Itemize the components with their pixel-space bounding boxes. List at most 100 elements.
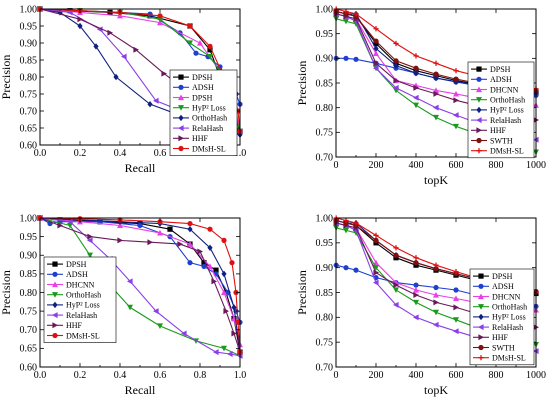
data-point-4-6: [221, 270, 227, 278]
data-point-2-7: [453, 90, 459, 97]
legend-label-7: DMsH-SL: [192, 144, 226, 153]
y-tick-label: 0.60: [20, 362, 38, 373]
legend-marker-5: [52, 312, 58, 319]
data-point-1-3: [147, 11, 153, 17]
data-point-5-4: [127, 278, 133, 285]
plot-area: [37, 6, 243, 138]
y-tick-label: 0.85: [316, 288, 334, 299]
data-point-8-2: [353, 220, 359, 226]
legend-label-7: SWTH: [492, 343, 515, 352]
y-tick-label: 0.75: [316, 128, 334, 139]
data-point-7-9: [235, 319, 241, 325]
x-axis-label: topK: [424, 173, 448, 187]
data-point-5-7: [453, 112, 459, 119]
data-point-7-6: [433, 266, 439, 272]
legend-marker-0: [476, 66, 482, 72]
legend-marker-5: [478, 324, 484, 331]
data-point-6-3: [117, 237, 123, 244]
legend-marker-4: [476, 106, 482, 114]
x-tick-label: 400: [409, 160, 424, 171]
x-tick-label: 200: [369, 370, 384, 381]
data-point-8-6: [433, 262, 439, 268]
y-tick-label: 0.65: [20, 344, 38, 355]
y-tick-label: 0.95: [20, 232, 38, 243]
data-point-3-3: [373, 265, 379, 271]
data-point-1-1: [343, 265, 349, 271]
data-point-5-3: [373, 279, 379, 286]
data-point-7-7: [229, 260, 235, 266]
x-tick-label: 0.2: [74, 148, 87, 159]
data-point-6-5: [413, 291, 419, 298]
y-axis-label: Precision: [0, 55, 13, 100]
data-point-3-4: [393, 287, 399, 294]
y-tick-label: 0.95: [20, 21, 38, 32]
data-point-1-6: [433, 284, 439, 291]
legend-marker-4: [52, 301, 58, 309]
data-point-7-5: [207, 226, 213, 232]
data-point-8-5: [413, 255, 419, 261]
data-point-4-4: [113, 73, 119, 81]
data-point-5-1: [67, 218, 73, 225]
y-tick-label: 0.95: [316, 238, 334, 249]
data-point-3-1: [343, 227, 349, 234]
x-tick-label: 0: [334, 370, 339, 381]
legend-marker-1: [52, 271, 58, 277]
legend-marker-6: [478, 334, 484, 341]
data-point-5-5: [413, 94, 419, 101]
data-point-6-7: [453, 97, 459, 104]
data-point-8-4: [393, 245, 399, 251]
data-point-1-6: [187, 260, 193, 266]
data-point-4-5: [207, 244, 213, 251]
y-tick-label: 0.75: [20, 89, 38, 100]
data-point-1-1: [343, 55, 349, 61]
legend-label-2: DHCNN: [66, 280, 95, 289]
x-tick-label: 0.6: [154, 370, 167, 381]
legend-marker-6: [52, 322, 58, 329]
legend-marker-1: [476, 76, 482, 82]
x-tick-label: 600: [449, 160, 464, 171]
topk-panel-bottom-right: 0 200 400 600 800 1000 0.70 0.75 0.80 0.85 0.90 0.9…: [295, 213, 546, 397]
x-tick-label: 0.0: [34, 148, 47, 159]
data-point-4-5: [413, 69, 419, 77]
data-point-6-3: [373, 60, 379, 67]
data-point-5-6: [433, 104, 439, 111]
y-axis-label: Precision: [0, 270, 13, 315]
data-point-7-6: [221, 237, 227, 243]
data-point-8-7: [453, 68, 459, 74]
legend-marker-6: [476, 127, 482, 134]
legend-label-8: DMsH-SL: [490, 147, 524, 156]
x-tick-label: 0.6: [154, 148, 167, 159]
pr-curve-panel-bottom-left: 0.0 0.2 0.4 0.6 0.8 1.0 0.60 0.65 0.70 0.75 0.80 0.…: [0, 213, 246, 397]
data-point-0-5: [207, 47, 213, 53]
data-point-5-2: [97, 26, 103, 33]
legend-label-6: HHF: [192, 134, 209, 143]
data-point-5-7: [213, 349, 219, 356]
data-point-3-7: [221, 345, 227, 352]
x-tick-label: 0: [334, 160, 339, 171]
data-point-6-5: [413, 84, 419, 91]
x-tick-label: 0.0: [34, 370, 47, 381]
x-tick-label: 0.4: [114, 148, 127, 159]
legend-marker-2: [478, 293, 484, 300]
data-point-8-3: [373, 232, 379, 238]
y-tick-label: 0.60: [20, 140, 38, 151]
data-point-6-6: [433, 90, 439, 97]
data-point-6-6: [433, 299, 439, 306]
legend-marker-5: [178, 125, 184, 132]
data-point-2-4: [197, 40, 203, 46]
data-point-5-3: [121, 53, 127, 60]
data-point-2-6: [433, 291, 439, 298]
data-point-7-5: [413, 260, 419, 266]
data-point-3-3: [157, 16, 163, 23]
data-point-6-9: [231, 330, 237, 337]
legend-marker-8: [478, 355, 484, 361]
legend-label-1: ADSH: [192, 83, 214, 92]
data-point-2-3: [157, 19, 163, 26]
legend-marker-4: [178, 114, 184, 122]
topk-panel-top-right: 0 200 400 600 800 1000 0.70 0.75 0.80 0.85 0.90 0.9…: [295, 4, 546, 187]
legend-label-1: ADSH: [490, 75, 512, 84]
